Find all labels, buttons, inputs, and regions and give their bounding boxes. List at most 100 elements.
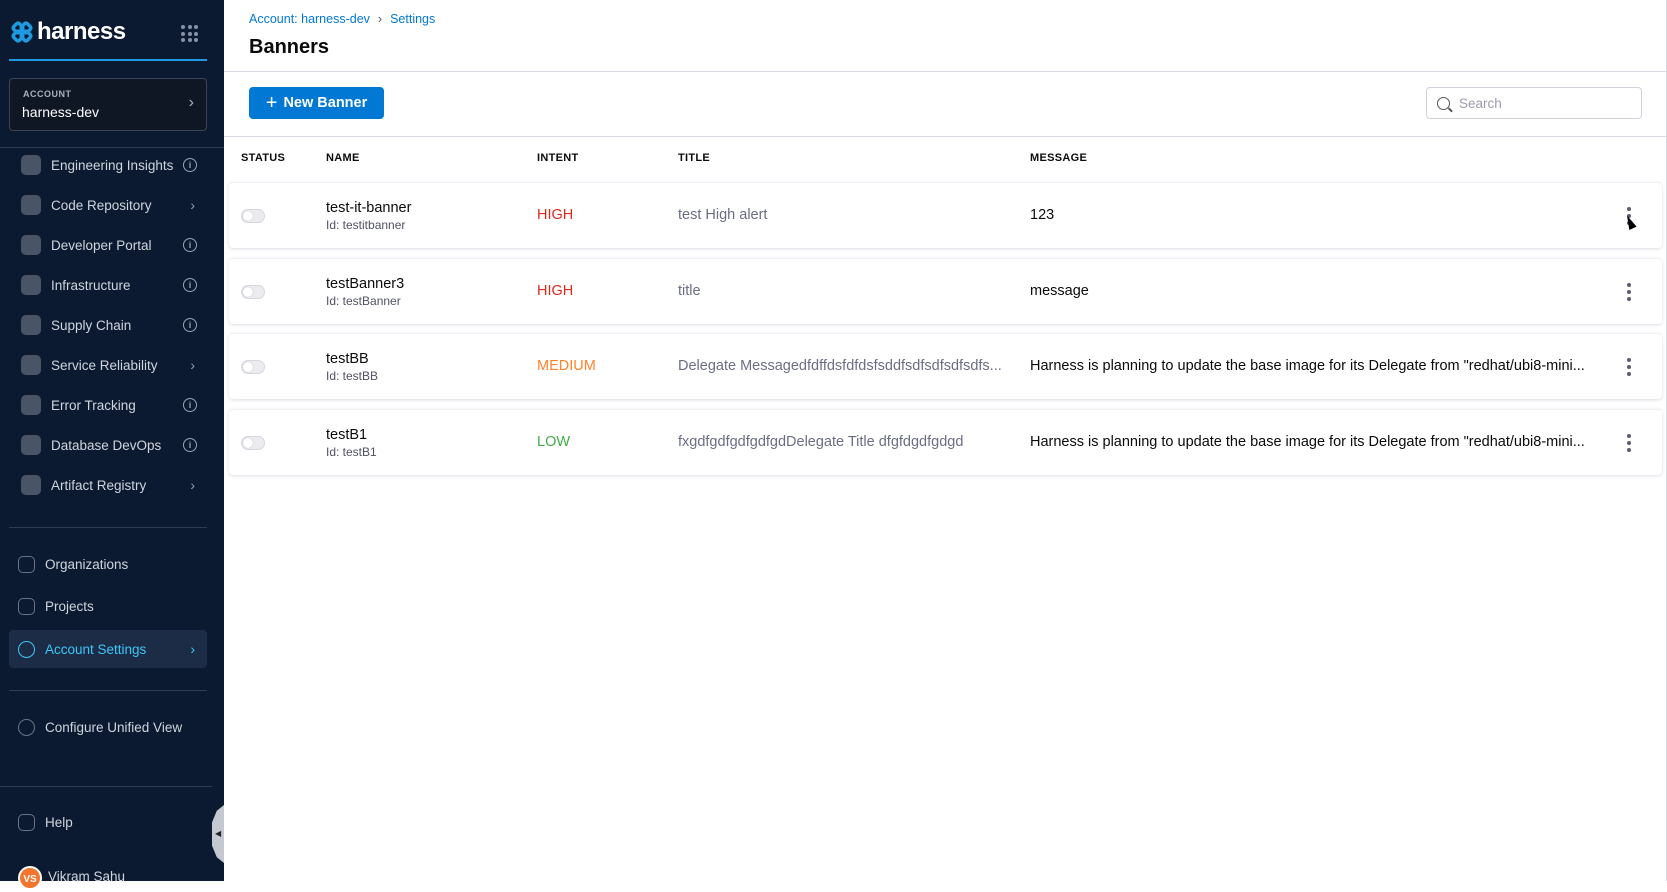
banner-message: Harness is planning to update the base i…	[1030, 433, 1585, 450]
table-row[interactable]: test-it-banner Id: testitbanner HIGH tes…	[229, 182, 1662, 248]
page-title: Banners	[249, 36, 330, 58]
status-toggle[interactable]	[241, 209, 265, 223]
intent-badge: MEDIUM	[537, 358, 596, 374]
sidebar-item-artifact-registry[interactable]: Artifact Registry ›	[9, 467, 207, 503]
chevron-right-icon: ›	[190, 641, 195, 657]
column-header-message[interactable]: MESSAGE	[1030, 152, 1088, 164]
sidebar-item-label: Error Tracking	[51, 397, 136, 413]
help-chat-icon	[18, 813, 35, 831]
sidebar-item-label: Infrastructure	[51, 277, 131, 293]
breadcrumb-settings[interactable]: Settings	[390, 12, 436, 26]
gear-icon	[18, 640, 35, 658]
intent-badge: HIGH	[537, 282, 574, 299]
account-label: ACCOUNT	[23, 89, 72, 99]
plus-icon: +	[265, 92, 278, 114]
status-toggle[interactable]	[241, 435, 265, 450]
developer-portal-icon	[21, 235, 41, 255]
table-row[interactable]: testB1 Id: testB1 LOW fxgdfgdfgdfgdfgdDe…	[229, 408, 1662, 475]
info-icon[interactable]: i	[183, 238, 197, 252]
new-banner-button[interactable]: + New Banner	[249, 87, 384, 119]
sidebar-item-projects[interactable]: Projects	[9, 588, 207, 624]
column-header-title[interactable]: TITLE	[678, 152, 711, 164]
divider	[224, 136, 1667, 137]
column-header-intent[interactable]: INTENT	[537, 152, 579, 164]
info-icon[interactable]: i	[183, 398, 197, 412]
chevron-right-icon[interactable]: ›	[190, 477, 195, 493]
chevron-right-icon[interactable]: ›	[190, 357, 195, 373]
harness-logo[interactable]: harness	[10, 18, 126, 46]
sidebar-item-help[interactable]: Help	[9, 804, 207, 840]
more-options-icon[interactable]	[1619, 280, 1639, 304]
sidebar-item-label: Projects	[45, 598, 94, 614]
more-options-icon[interactable]	[1619, 431, 1639, 455]
sidebar-item-label: Developer Portal	[51, 237, 152, 253]
sidebar-item-label: Code Repository	[51, 197, 152, 213]
sidebar-item-label: Supply Chain	[51, 317, 132, 333]
sidebar-item-label: Artifact Registry	[51, 477, 147, 493]
sidebar: harness ACCOUNT harness-dev › Engineerin…	[0, 0, 224, 890]
search-icon	[1437, 96, 1450, 110]
sidebar-item-database-devops[interactable]: Database DevOps i	[9, 427, 207, 463]
new-banner-label: New Banner	[283, 95, 368, 111]
banner-name: test-it-banner	[326, 200, 412, 216]
search-box[interactable]	[1426, 87, 1642, 119]
breadcrumb-account[interactable]: Account: harness-dev	[249, 12, 370, 26]
banner-message: message	[1030, 282, 1089, 299]
breadcrumb: Account: harness-dev › Settings	[249, 12, 435, 26]
user-name[interactable]: Vikram Sahu	[48, 869, 126, 884]
status-toggle[interactable]	[241, 284, 265, 299]
chevron-right-icon: ›	[188, 94, 194, 111]
sidebar-item-label: Service Reliability	[51, 357, 158, 373]
more-options-icon[interactable]	[1619, 355, 1639, 379]
divider	[9, 527, 207, 528]
sidebar-item-label: Organizations	[45, 556, 129, 572]
projects-icon	[18, 597, 35, 615]
infrastructure-icon	[21, 275, 41, 295]
sidebar-collapse-handle[interactable]: ◀	[212, 805, 224, 863]
sidebar-item-code-repository[interactable]: Code Repository ›	[9, 187, 207, 223]
sidebar-item-configure-unified-view[interactable]: Configure Unified View	[9, 709, 207, 745]
table-row[interactable]: testBB Id: testBB MEDIUM Delegate Messag…	[229, 333, 1662, 399]
sidebar-item-developer-portal[interactable]: Developer Portal i	[9, 227, 207, 263]
error-tracking-icon	[21, 395, 41, 415]
chevron-right-icon[interactable]: ›	[190, 197, 195, 213]
sidebar-item-infrastructure[interactable]: Infrastructure i	[9, 267, 207, 303]
sidebar-item-supply-chain[interactable]: Supply Chain i	[9, 307, 207, 343]
sidebar-item-account-settings[interactable]: Account Settings ›	[9, 630, 207, 668]
info-icon[interactable]: i	[183, 278, 197, 292]
sidebar-item-label: Account Settings	[45, 641, 147, 657]
sidebar-item-engineering-insights[interactable]: Engineering Insights i	[9, 147, 207, 183]
sidebar-item-service-reliability[interactable]: Service Reliability ›	[9, 347, 207, 383]
more-options-icon[interactable]	[1619, 204, 1639, 228]
info-icon[interactable]: i	[183, 158, 197, 172]
wrench-icon	[18, 718, 35, 736]
banner-title: Delegate Messagedfdffdsfdfdsfsddfsdfsdfs…	[678, 358, 1002, 374]
info-icon[interactable]: i	[183, 438, 197, 452]
status-toggle[interactable]	[241, 360, 265, 374]
divider	[224, 71, 1667, 72]
code-repository-icon	[21, 195, 41, 215]
info-icon[interactable]: i	[183, 318, 197, 332]
search-input[interactable]	[1459, 95, 1629, 111]
banner-id: Id: testBB	[326, 369, 379, 383]
banner-name: testB1	[326, 426, 368, 443]
service-reliability-icon	[21, 355, 41, 375]
artifact-registry-icon	[21, 475, 41, 495]
app-grid-icon[interactable]	[181, 25, 198, 42]
banner-id: Id: testitbanner	[326, 218, 406, 232]
table-row[interactable]: testBanner3 Id: testBanner HIGH title me…	[229, 257, 1662, 324]
harness-logo-icon	[11, 21, 33, 43]
banner-message: 123	[1030, 207, 1055, 223]
sidebar-item-error-tracking[interactable]: Error Tracking i	[9, 387, 207, 423]
avatar[interactable]: VS	[18, 866, 42, 890]
banner-message: Harness is planning to update the base i…	[1030, 358, 1585, 374]
banner-name: testBanner3	[326, 275, 405, 292]
column-header-status[interactable]: STATUS	[241, 152, 286, 164]
banner-title: fxgdfgdfgdfgdfgdDelegate Title dfgfdgdfg…	[678, 433, 964, 450]
sidebar-item-label: Engineering Insights	[51, 157, 174, 173]
divider	[0, 786, 212, 787]
sidebar-item-organizations[interactable]: Organizations	[9, 546, 207, 582]
banner-title: title	[678, 282, 701, 299]
account-selector[interactable]: ACCOUNT harness-dev ›	[9, 78, 207, 131]
column-header-name[interactable]: NAME	[326, 152, 360, 164]
